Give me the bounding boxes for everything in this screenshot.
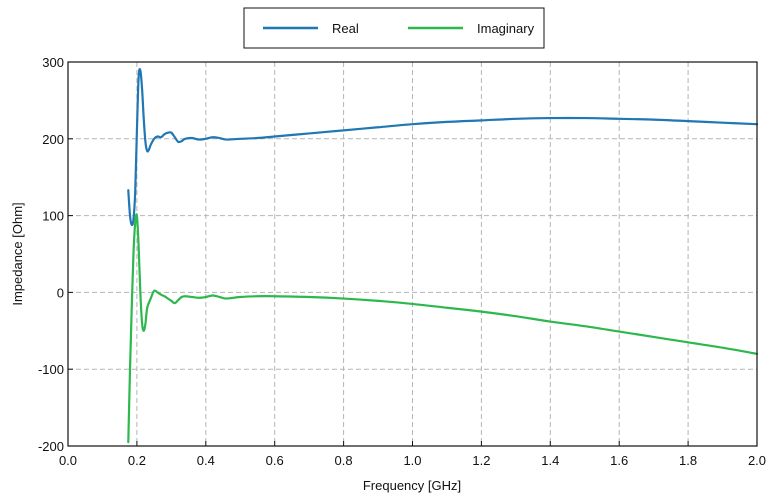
x-tick-label: 1.8 bbox=[679, 453, 697, 468]
x-tick-label: 2.0 bbox=[748, 453, 766, 468]
x-tick-label: 0.6 bbox=[266, 453, 284, 468]
x-axis-label: Frequency [GHz] bbox=[363, 478, 461, 493]
y-tick-label: 300 bbox=[42, 55, 64, 70]
x-axis-ticks: 0.0 0.2 0.4 0.6 0.8 1.0 1.2 1.4 1.6 1.8 2.0 bbox=[59, 441, 766, 468]
x-tick-label: 0.4 bbox=[197, 453, 215, 468]
y-tick-label: 200 bbox=[42, 132, 64, 147]
x-tick-label: 1.6 bbox=[610, 453, 628, 468]
series-line-imaginary bbox=[127, 213, 759, 444]
x-tick-label: 0.2 bbox=[128, 453, 146, 468]
grid bbox=[68, 62, 757, 446]
series-line-real bbox=[127, 68, 759, 227]
series-layer bbox=[127, 68, 759, 444]
legend-imaginary-label: Imaginary bbox=[477, 21, 535, 36]
x-tick-label: 0.8 bbox=[335, 453, 353, 468]
y-axis-label: Impedance [Ohm] bbox=[10, 202, 25, 305]
y-tick-label: -200 bbox=[38, 439, 64, 454]
legend-real-label: Real bbox=[332, 21, 359, 36]
y-axis-ticks: -200 -100 0 100 200 300 bbox=[38, 55, 73, 454]
y-tick-label: -100 bbox=[38, 362, 64, 377]
x-tick-label: 0.0 bbox=[59, 453, 77, 468]
x-tick-label: 1.4 bbox=[541, 453, 559, 468]
x-tick-label: 1.0 bbox=[403, 453, 421, 468]
y-tick-label: 100 bbox=[42, 209, 64, 224]
y-tick-label: 0 bbox=[57, 285, 64, 300]
x-tick-label: 1.2 bbox=[472, 453, 490, 468]
legend: Real Imaginary bbox=[243, 7, 545, 49]
